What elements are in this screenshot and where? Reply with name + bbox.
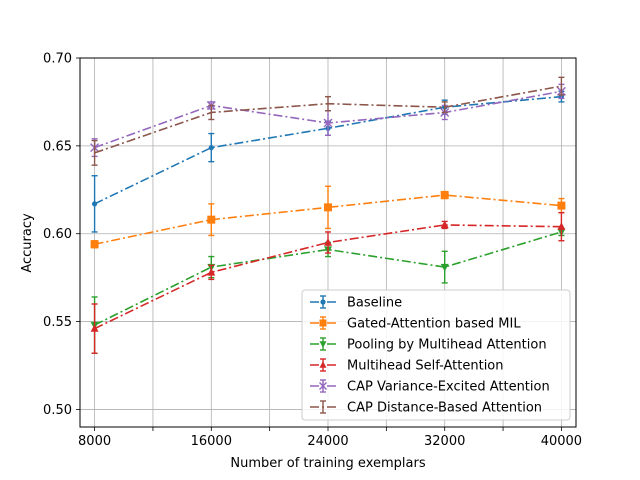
x-axis-label: Number of training exemplars: [230, 456, 425, 471]
legend-item: Multihead Self-Attention: [310, 358, 504, 374]
data-point: [319, 381, 327, 391]
data-point: [440, 220, 449, 229]
y-tick-label: 0.70: [43, 52, 72, 67]
data-point: [319, 361, 327, 368]
data-point: [207, 267, 216, 276]
series-line: [94, 95, 562, 205]
legend-label: CAP Distance-Based Attention: [347, 401, 542, 416]
data-point: [208, 145, 214, 151]
data-point: [90, 324, 99, 332]
series-gated-attention-based-mil: [90, 185, 566, 249]
data-point: [440, 191, 449, 200]
series-multihead-self-attention: [90, 211, 566, 354]
data-point: [557, 222, 566, 230]
legend-label: CAP Variance-Excited Attention: [347, 380, 550, 395]
series-cap-distance-based-attention: [91, 76, 565, 166]
y-tick-label: 0.60: [43, 227, 72, 242]
x-tick-label: 40000: [541, 434, 582, 449]
legend-label: Pooling by Multihead Attention: [347, 338, 547, 353]
y-axis-label: Accuracy: [20, 213, 35, 273]
y-tick-label: 0.50: [43, 403, 72, 418]
series-layer: [90, 76, 566, 354]
legend-item: CAP Distance-Based Attention: [310, 400, 542, 416]
x-tick-label: 32000: [424, 434, 465, 449]
data-point: [557, 201, 566, 210]
x-tick-label: 16000: [191, 434, 232, 449]
y-tick-label: 0.55: [43, 315, 72, 330]
series-line: [94, 231, 562, 326]
series-line: [94, 194, 562, 246]
x-tick-label: 24000: [307, 434, 348, 449]
data-point: [207, 215, 216, 224]
data-point: [324, 238, 332, 246]
legend-item: CAP Variance-Excited Attention: [310, 379, 550, 395]
legend-item: Gated-Attention based MIL: [310, 316, 521, 332]
data-point: [91, 201, 98, 207]
data-point: [320, 299, 326, 305]
legend-label: Gated-Attention based MIL: [347, 317, 521, 332]
data-point: [319, 341, 327, 348]
y-tick-label: 0.65: [43, 139, 72, 154]
data-point: [324, 203, 332, 212]
data-point: [90, 240, 99, 249]
legend-label: Multihead Self-Attention: [347, 359, 504, 374]
legend: Baseline Gated-Attention based MIL Pooling…: [301, 289, 571, 421]
ticks: 8000 16000 24000 32000 40000 0.50 0.55 0.60 0.65…: [43, 52, 582, 450]
data-point: [323, 118, 333, 128]
data-point: [319, 319, 327, 327]
data-point: [440, 263, 449, 272]
legend-box: [301, 289, 571, 421]
x-tick-label: 8000: [78, 434, 111, 449]
legend-label: Baseline: [347, 296, 402, 311]
legend-item: Baseline: [310, 295, 402, 311]
legend-item: Pooling by Multihead Attention: [310, 337, 547, 353]
